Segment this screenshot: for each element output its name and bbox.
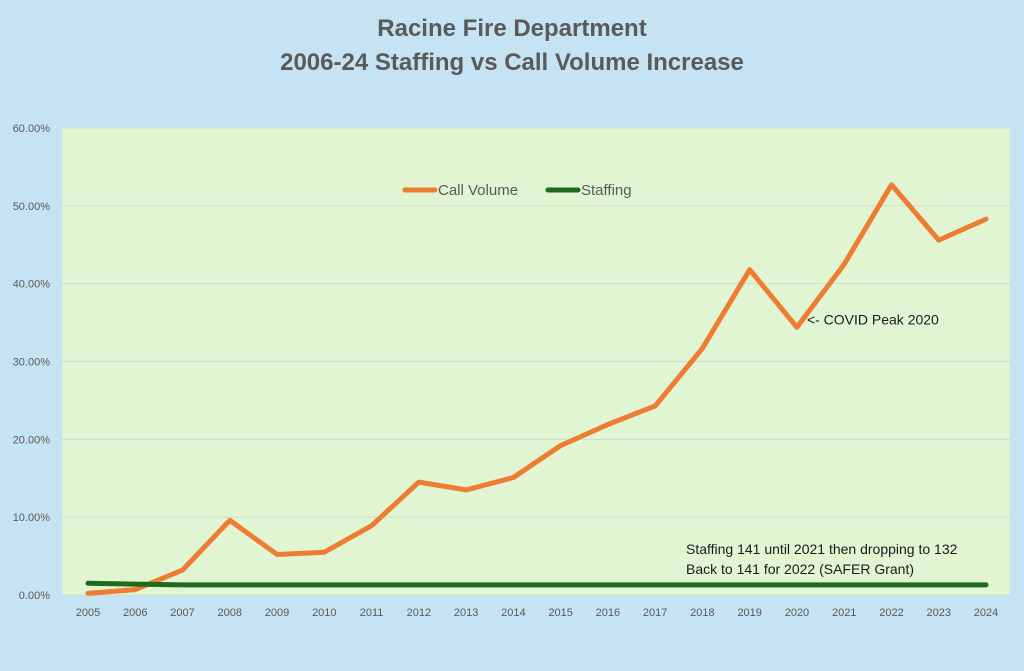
annotation-staffing-line-1: Staffing 141 until 2021 then dropping to… <box>686 541 958 557</box>
x-tick-label: 2011 <box>360 607 384 619</box>
x-tick-label: 2015 <box>548 607 572 619</box>
x-tick-label: 2007 <box>170 607 194 619</box>
x-tick-label: 2010 <box>312 607 336 619</box>
x-tick-label: 2006 <box>123 607 147 619</box>
x-tick-label: 2009 <box>265 607 289 619</box>
chart-subtitle: 2006-24 Staffing vs Call Volume Increase <box>280 49 744 76</box>
x-tick-label: 2008 <box>218 607 242 619</box>
call-volume-line <box>85 182 989 596</box>
x-tick-label: 2019 <box>737 607 761 619</box>
x-tick-label: 2020 <box>785 607 809 619</box>
y-tick-label: 40.00% <box>13 279 51 291</box>
chart-title-block: Racine Fire Department 2006-24 Staffing … <box>0 12 1024 80</box>
y-tick-label: 60.00% <box>13 123 51 135</box>
y-tick-label: 10.00% <box>13 512 51 524</box>
annotation-covid-peak: <- COVID Peak 2020 <box>807 311 939 327</box>
x-tick-label: 2024 <box>974 607 998 619</box>
x-tick-label: 2014 <box>501 607 525 619</box>
x-tick-label: 2021 <box>832 607 856 619</box>
y-tick-label: 0.00% <box>19 590 50 602</box>
legend-label-staffing: Staffing <box>581 182 632 199</box>
x-tick-label: 2018 <box>690 607 714 619</box>
x-tick-label: 2022 <box>879 607 903 619</box>
annotation-staffing-line-2: Back to 141 for 2022 (SAFER Grant) <box>686 561 914 577</box>
legend-label-call-volume: Call Volume <box>438 182 518 199</box>
y-tick-label: 20.00% <box>13 434 51 446</box>
x-tick-label: 2016 <box>596 607 620 619</box>
x-tick-label: 2013 <box>454 607 478 619</box>
x-tick-label: 2017 <box>643 607 667 619</box>
staffing-line <box>85 580 989 588</box>
y-tick-label: 30.00% <box>13 357 51 369</box>
x-tick-label: 2012 <box>407 607 431 619</box>
y-tick-label: 50.00% <box>13 201 51 213</box>
x-tick-label: 2023 <box>926 607 950 619</box>
chart-title: Racine Fire Department <box>377 15 647 42</box>
x-tick-label: 2005 <box>76 607 100 619</box>
